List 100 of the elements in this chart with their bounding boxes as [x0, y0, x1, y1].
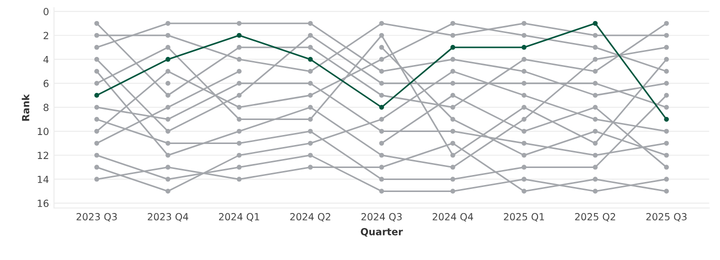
point — [379, 20, 384, 26]
point — [450, 56, 456, 62]
point — [450, 116, 456, 122]
point — [664, 104, 669, 110]
point — [522, 152, 526, 158]
y-tick-label: 0 — [44, 8, 48, 16]
point — [450, 176, 456, 182]
point — [522, 92, 526, 98]
point — [592, 32, 598, 38]
point — [166, 164, 170, 170]
x-tick-label: 2024 Q3 — [361, 213, 402, 222]
point — [308, 68, 313, 74]
point — [236, 152, 242, 158]
point — [592, 44, 598, 50]
point — [94, 44, 100, 50]
point — [592, 68, 598, 74]
point — [664, 44, 669, 50]
point — [166, 20, 170, 26]
point — [308, 20, 313, 26]
point — [94, 20, 100, 26]
point — [450, 140, 456, 146]
point — [379, 80, 384, 86]
point — [592, 164, 598, 170]
point — [166, 140, 170, 146]
point — [664, 188, 669, 194]
point — [379, 140, 384, 146]
x-tick-label: 2024 Q4 — [432, 213, 474, 222]
point — [450, 32, 456, 38]
point — [166, 104, 170, 110]
x-tick-label: 2025 Q1 — [504, 213, 544, 222]
point — [379, 152, 384, 158]
point — [522, 104, 526, 110]
point — [94, 176, 100, 182]
point — [308, 44, 313, 50]
point — [236, 56, 242, 62]
point — [450, 164, 456, 170]
y-tick-label: 8 — [44, 104, 48, 112]
point — [166, 68, 170, 74]
point — [664, 32, 669, 38]
point — [592, 188, 598, 194]
point — [236, 92, 242, 98]
point — [522, 68, 526, 74]
point — [379, 104, 384, 110]
point — [236, 164, 242, 170]
y-tick-label: 16 — [38, 200, 49, 208]
point — [236, 68, 242, 74]
point — [236, 32, 242, 38]
point — [522, 176, 526, 182]
point — [450, 92, 456, 98]
point — [664, 164, 669, 170]
point — [166, 128, 170, 134]
point — [450, 68, 456, 74]
point — [236, 44, 242, 50]
point — [94, 56, 100, 62]
point — [94, 116, 100, 122]
point — [236, 116, 242, 122]
point — [94, 80, 100, 86]
point — [522, 56, 526, 62]
point — [450, 44, 456, 50]
point — [379, 164, 384, 170]
point — [236, 20, 242, 26]
point — [236, 140, 242, 146]
point — [522, 32, 526, 38]
point — [522, 140, 526, 146]
point — [236, 80, 242, 86]
x-tick-label: 2023 Q4 — [148, 213, 188, 222]
point — [308, 104, 313, 110]
point — [166, 92, 170, 98]
y-tick-label: 14 — [38, 176, 49, 183]
y-tick-label: 4 — [43, 56, 49, 64]
point — [450, 152, 456, 158]
point — [166, 152, 170, 158]
point — [379, 116, 384, 122]
point — [94, 68, 100, 74]
x-tick-label: 2025 Q3 — [646, 213, 687, 222]
x-tick-label: 2024 Q1 — [219, 213, 260, 222]
point — [522, 116, 526, 122]
point — [592, 152, 598, 158]
point — [166, 176, 170, 182]
point — [94, 164, 100, 170]
point — [308, 92, 313, 98]
point — [166, 32, 170, 38]
point — [379, 176, 384, 182]
y-tick-label: 6 — [44, 80, 49, 88]
point — [522, 164, 526, 170]
point — [94, 140, 100, 146]
point — [664, 152, 669, 158]
point — [522, 188, 526, 194]
point — [592, 20, 598, 26]
point — [592, 56, 598, 62]
point — [664, 116, 669, 122]
point — [522, 80, 526, 86]
point — [664, 20, 669, 26]
point — [236, 176, 242, 182]
y-tick-label: 12 — [38, 152, 48, 159]
point — [379, 188, 384, 194]
point — [94, 92, 100, 98]
point — [308, 152, 313, 158]
point — [379, 32, 384, 38]
point — [308, 128, 313, 134]
